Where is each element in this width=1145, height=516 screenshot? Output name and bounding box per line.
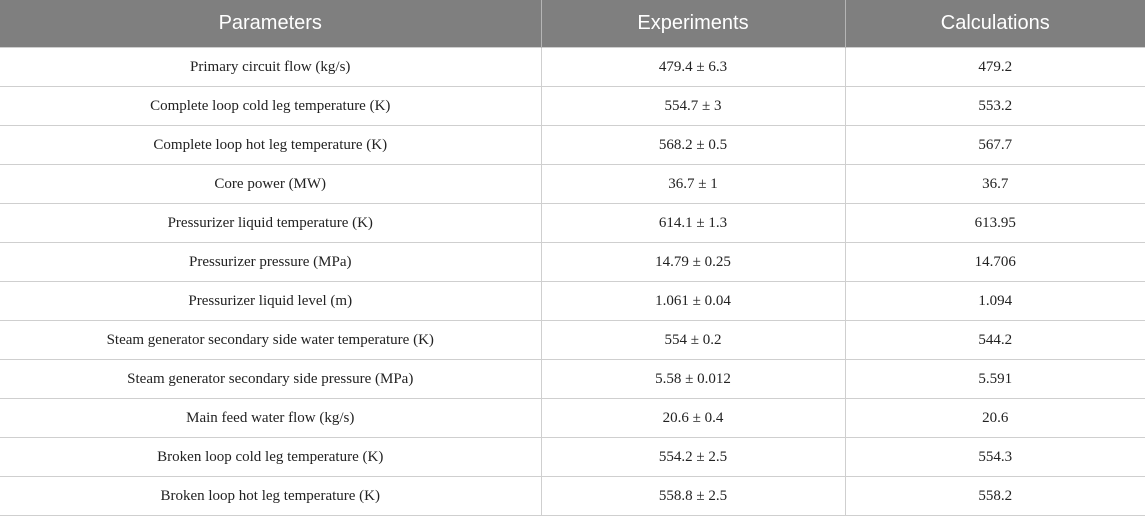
experiment-cell: 554.7 ± 3: [540, 86, 845, 126]
table-body: Primary circuit flow (kg/s) 479.4 ± 6.3 47…: [0, 47, 1145, 516]
table-row: Broken loop cold leg temperature (K) 554.…: [0, 437, 1145, 477]
calculation-cell: 554.3: [844, 437, 1145, 477]
experiment-cell: 558.8 ± 2.5: [540, 476, 845, 516]
table-row: Core power (MW) 36.7 ± 1 36.7: [0, 164, 1145, 204]
experiment-cell: 14.79 ± 0.25: [540, 242, 845, 282]
table-row: Broken loop hot leg temperature (K) 558.8…: [0, 476, 1145, 516]
calculation-cell: 553.2: [844, 86, 1145, 126]
experiment-cell: 554 ± 0.2: [540, 320, 845, 360]
calculation-cell: 14.706: [844, 242, 1145, 282]
table-row: Steam generator secondary side water tem…: [0, 320, 1145, 360]
table-header: Parameters Experiments Calculations: [0, 0, 1145, 48]
calculation-cell: 613.95: [844, 203, 1145, 243]
calculation-cell: 544.2: [844, 320, 1145, 360]
parameter-cell: Core power (MW): [0, 164, 541, 204]
parameter-cell: Pressurizer pressure (MPa): [0, 242, 541, 282]
table-row: Pressurizer liquid temperature (K) 614.1 …: [0, 203, 1145, 243]
table-row: Complete loop cold leg temperature (K) 55…: [0, 86, 1145, 126]
calculation-cell: 5.591: [844, 359, 1145, 399]
parameter-cell: Complete loop cold leg temperature (K): [0, 86, 541, 126]
parameter-cell: Steam generator secondary side water tem…: [0, 320, 541, 360]
header-row: Parameters Experiments Calculations: [0, 0, 1145, 48]
parameter-cell: Main feed water flow (kg/s): [0, 398, 541, 438]
parameter-cell: Pressurizer liquid level (m): [0, 281, 541, 321]
experiment-cell: 479.4 ± 6.3: [540, 47, 845, 87]
header-experiments: Experiments: [540, 0, 845, 48]
calculation-cell: 558.2: [844, 476, 1145, 516]
parameter-cell: Broken loop hot leg temperature (K): [0, 476, 541, 516]
calculation-cell: 1.094: [844, 281, 1145, 321]
header-parameters: Parameters: [0, 0, 541, 48]
parameter-cell: Primary circuit flow (kg/s): [0, 47, 541, 87]
parameter-cell: Broken loop cold leg temperature (K): [0, 437, 541, 477]
calculation-cell: 20.6: [844, 398, 1145, 438]
table-row: Pressurizer pressure (MPa) 14.79 ± 0.25 14…: [0, 242, 1145, 282]
parameter-cell: Complete loop hot leg temperature (K): [0, 125, 541, 165]
table-row: Pressurizer liquid level (m) 1.061 ± 0.04…: [0, 281, 1145, 321]
experiment-cell: 614.1 ± 1.3: [540, 203, 845, 243]
experiment-cell: 5.58 ± 0.012: [540, 359, 845, 399]
experiment-cell: 36.7 ± 1: [540, 164, 845, 204]
calculation-cell: 567.7: [844, 125, 1145, 165]
calculation-cell: 36.7: [844, 164, 1145, 204]
experiment-cell: 20.6 ± 0.4: [540, 398, 845, 438]
table-row: Steam generator secondary side pressure …: [0, 359, 1145, 399]
parameter-cell: Pressurizer liquid temperature (K): [0, 203, 541, 243]
header-calculations: Calculations: [844, 0, 1145, 48]
table-row: Complete loop hot leg temperature (K) 568…: [0, 125, 1145, 165]
experiment-cell: 554.2 ± 2.5: [540, 437, 845, 477]
experiment-cell: 568.2 ± 0.5: [540, 125, 845, 165]
table-row: Main feed water flow (kg/s) 20.6 ± 0.4 20.…: [0, 398, 1145, 438]
parameter-cell: Steam generator secondary side pressure …: [0, 359, 541, 399]
table-row: Primary circuit flow (kg/s) 479.4 ± 6.3 47…: [0, 47, 1145, 87]
calculation-cell: 479.2: [844, 47, 1145, 87]
experiment-cell: 1.061 ± 0.04: [540, 281, 845, 321]
